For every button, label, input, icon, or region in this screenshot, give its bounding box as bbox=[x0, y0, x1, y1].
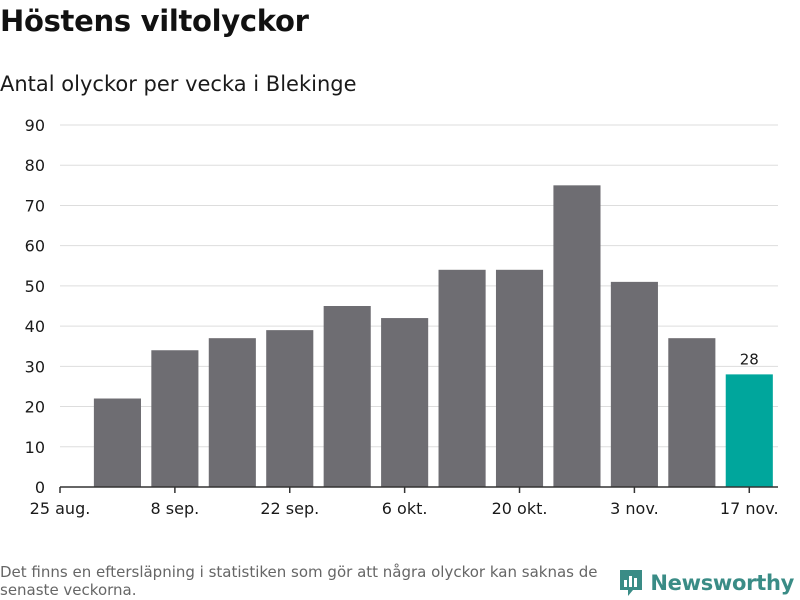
bar bbox=[725, 374, 773, 487]
footnote: Det finns en eftersläpning i statistiken… bbox=[0, 563, 598, 599]
newsworthy-logo-icon bbox=[620, 570, 643, 596]
x-tick-label: 25 aug. bbox=[30, 499, 91, 518]
bar bbox=[668, 338, 716, 487]
brand-logo[interactable]: Newsworthy bbox=[618, 568, 794, 598]
bar bbox=[151, 350, 199, 487]
y-tick-label: 50 bbox=[25, 277, 45, 296]
chart-title: Höstens viltolyckor bbox=[0, 4, 309, 38]
bar bbox=[438, 269, 486, 487]
y-tick-label: 30 bbox=[25, 357, 45, 376]
y-tick-label: 90 bbox=[25, 116, 45, 135]
y-tick-label: 40 bbox=[25, 317, 45, 336]
x-tick-label: 22 sep. bbox=[260, 499, 319, 518]
bar bbox=[208, 338, 256, 487]
y-tick-label: 20 bbox=[25, 398, 45, 417]
bar bbox=[93, 398, 141, 487]
x-tick-label: 3 nov. bbox=[610, 499, 659, 518]
y-tick-label: 60 bbox=[25, 237, 45, 256]
bar bbox=[610, 281, 658, 487]
chart-subtitle: Antal olyckor per vecka i Blekinge bbox=[0, 72, 357, 96]
y-tick-label: 70 bbox=[25, 196, 45, 215]
bar bbox=[553, 185, 601, 487]
bar bbox=[495, 269, 544, 487]
data-label: 28 bbox=[740, 350, 759, 368]
x-tick-label: 6 okt. bbox=[382, 499, 428, 518]
bar bbox=[323, 306, 371, 487]
y-tick-label: 80 bbox=[25, 156, 45, 175]
bar bbox=[266, 330, 314, 487]
bar-chart: 0 10 20 30 40 50 60 70 80 90 28 25 aug. 8 sep. 22 sep… bbox=[25, 116, 779, 518]
y-tick-label: 0 bbox=[35, 478, 45, 497]
y-tick-label: 10 bbox=[25, 438, 45, 457]
x-tick-label: 8 sep. bbox=[151, 499, 200, 518]
bar bbox=[381, 318, 429, 487]
x-tick-label: 20 okt. bbox=[492, 499, 548, 518]
x-tick-label: 17 nov. bbox=[720, 499, 779, 518]
brand-name: Newsworthy bbox=[650, 571, 794, 595]
